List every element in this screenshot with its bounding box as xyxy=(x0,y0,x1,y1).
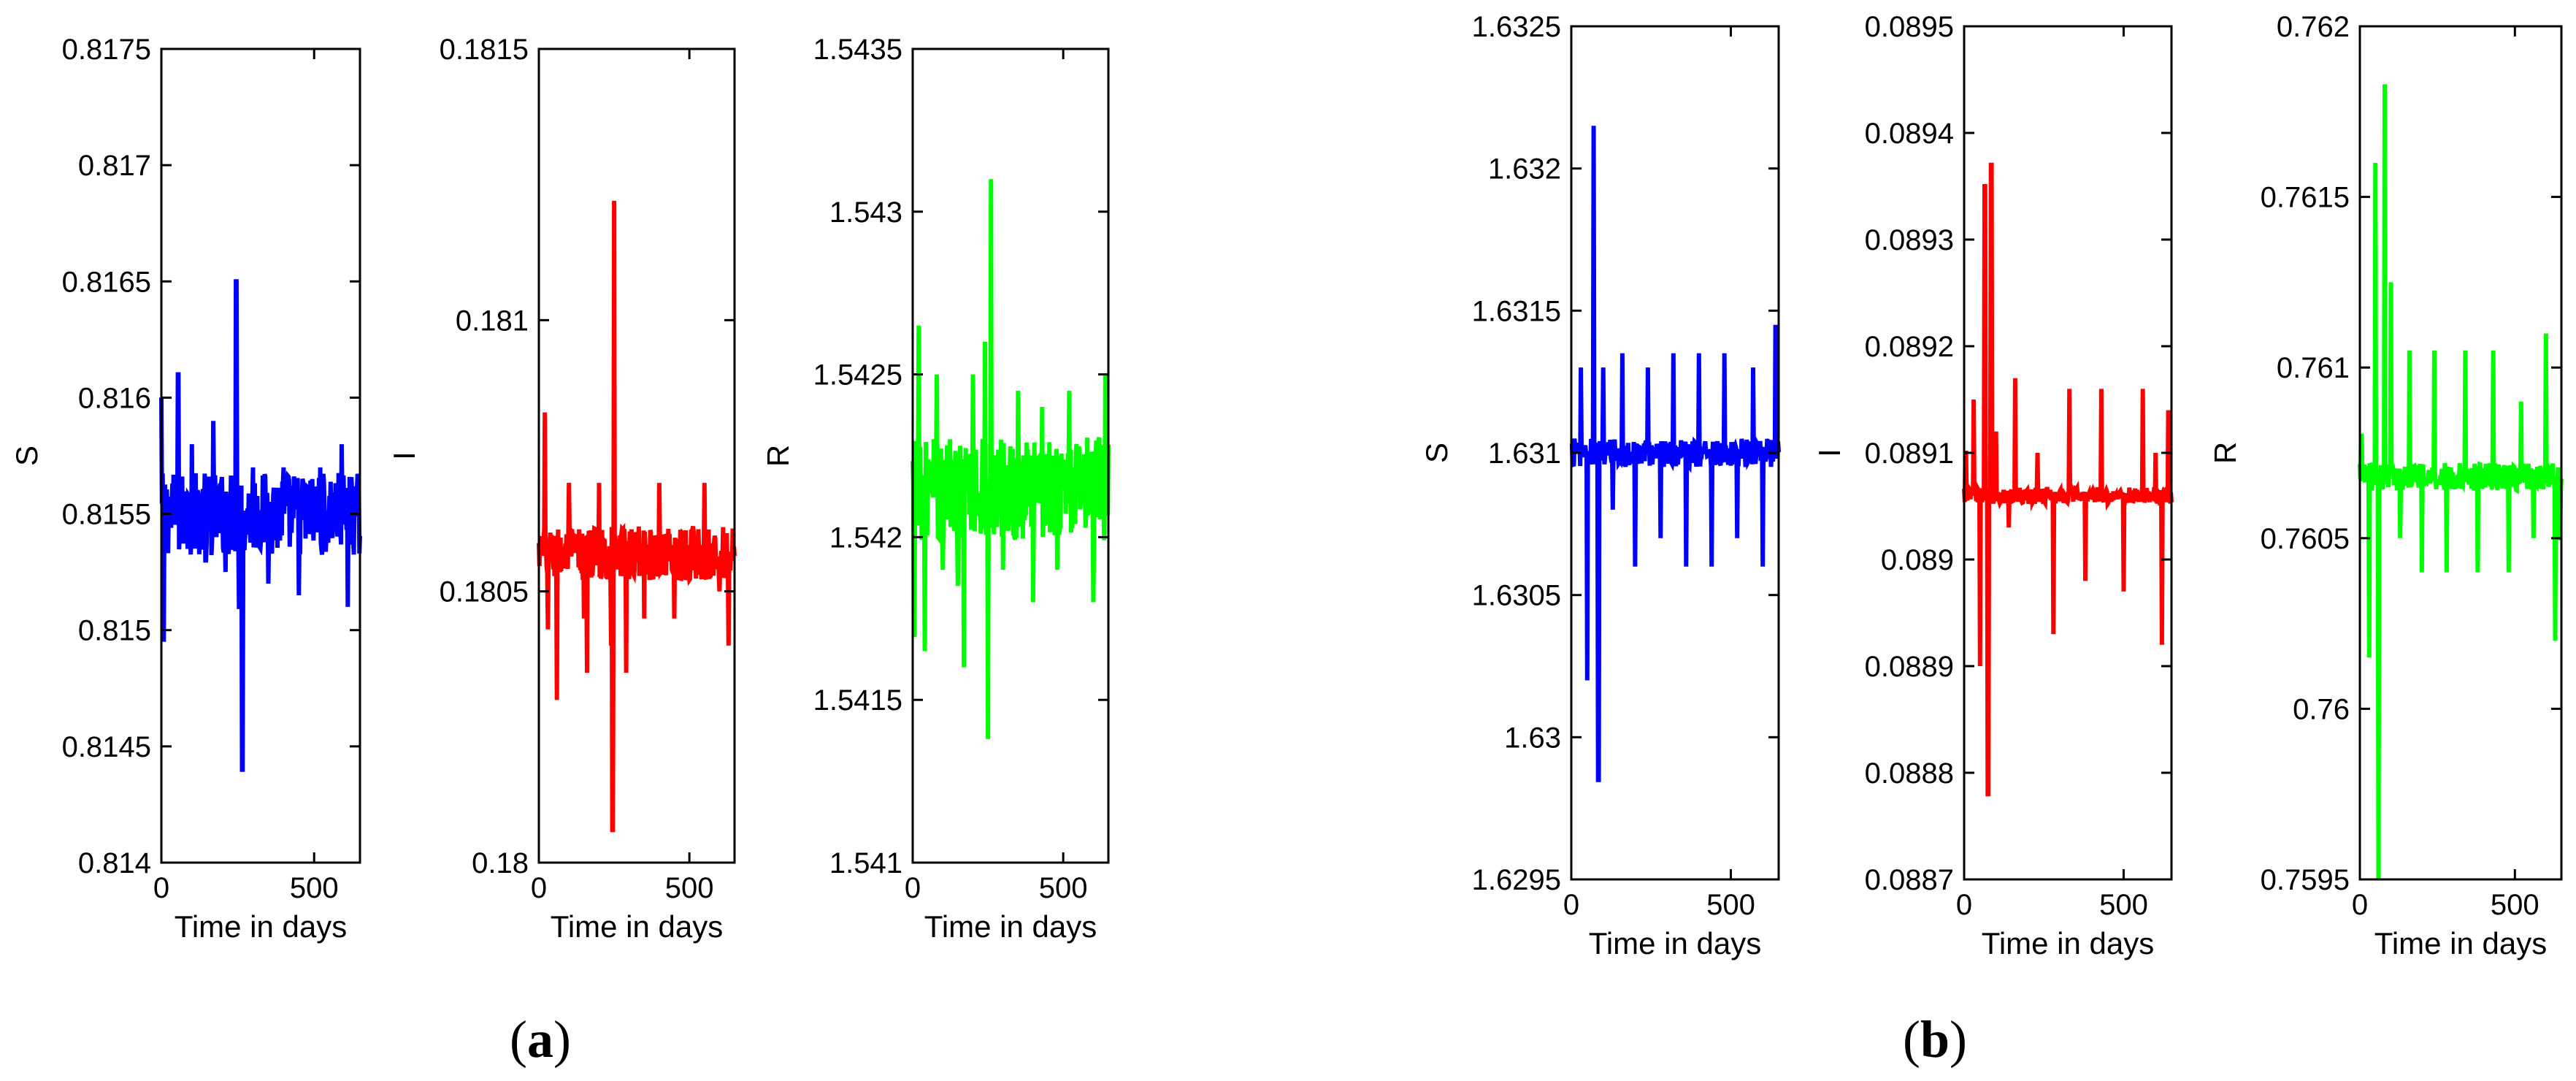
panel-a-letter: a xyxy=(527,1010,553,1069)
y-tick-label: 0.0891 xyxy=(1865,438,1954,470)
y-axis-label: R xyxy=(2208,442,2242,464)
y-tick-label: 1.631 xyxy=(1488,438,1561,470)
x-tick-label: 500 xyxy=(290,872,339,904)
x-axis-label: Time in days xyxy=(2374,926,2548,960)
y-axis-label: I xyxy=(387,451,421,460)
y-tick-label: 1.6325 xyxy=(1472,11,1561,43)
y-tick-label: 1.63 xyxy=(1504,722,1561,754)
y-tick-label: 0.8165 xyxy=(62,266,151,298)
series-line-b-R xyxy=(2358,84,2564,880)
series-line-a-S xyxy=(159,279,362,772)
y-tick-label: 1.5435 xyxy=(813,34,902,66)
y-tick-label: 0.816 xyxy=(78,382,151,414)
y-tick-label: 0.0889 xyxy=(1865,651,1954,683)
y-axis-label: S xyxy=(9,446,44,466)
y-tick-label: 1.6305 xyxy=(1472,580,1561,612)
series-line-a-I xyxy=(537,200,737,833)
x-axis-label: Time in days xyxy=(924,909,1097,944)
x-axis-label: Time in days xyxy=(175,909,348,944)
y-tick-label: 1.5415 xyxy=(813,684,902,717)
x-tick-label: 500 xyxy=(2491,889,2539,921)
subplot-b-I: 0.0887 0.0888 0.0889 0.089 0.0891 0.0892 0.089… xyxy=(1812,11,2174,960)
axes-frame xyxy=(160,47,361,864)
series-line-a-R xyxy=(911,179,1111,739)
panel-a-label: (a) xyxy=(510,1010,571,1069)
y-tick-label: 0.76 xyxy=(2293,693,2350,725)
y-tick-label: 0.815 xyxy=(78,615,151,647)
panel-b-label: (b) xyxy=(1903,1010,1967,1069)
subplot-a-R: 1.541 1.5415 1.542 1.5425 1.543 1.5435 0 500 Tim… xyxy=(761,34,1111,944)
y-tick-label: 1.6315 xyxy=(1472,295,1561,327)
x-tick-label: 0 xyxy=(153,872,169,904)
subplot-b-S: 1.6295 1.63 1.6305 1.631 1.6315 1.632 1.6325 0 5… xyxy=(1419,11,1781,960)
y-tick-label: 0.761 xyxy=(2277,352,2350,384)
y-tick-label: 1.6295 xyxy=(1472,864,1561,896)
y-tick-label: 0.18 xyxy=(472,847,529,879)
y-tick-label: 0.0888 xyxy=(1865,757,1954,790)
x-tick-label: 500 xyxy=(1706,889,1755,921)
y-tick-label: 1.541 xyxy=(829,847,902,879)
x-axis-label: Time in days xyxy=(1589,926,1762,960)
y-tick-label: 0.0893 xyxy=(1865,224,1954,256)
y-tick-label: 0.089 xyxy=(1881,544,1954,576)
y-tick-label: 0.0894 xyxy=(1865,118,1954,150)
y-axis-label: I xyxy=(1812,448,1847,457)
x-axis-label: Time in days xyxy=(1982,926,2155,960)
axes-frame xyxy=(911,47,1110,864)
series-line-b-S xyxy=(1569,126,1781,782)
y-tick-label: 0.181 xyxy=(456,305,529,337)
y-tick-label: 1.632 xyxy=(1488,153,1561,186)
y-tick-label: 1.5425 xyxy=(813,359,902,391)
subplot-a-S: 0.814 0.8145 0.815 0.8155 0.816 0.8165 0.817 0.… xyxy=(9,34,362,944)
series-line-b-I xyxy=(1962,162,2174,797)
y-tick-label: 1.543 xyxy=(829,196,902,229)
y-tick-label: 0.8175 xyxy=(62,34,151,66)
y-tick-label: 1.542 xyxy=(829,522,902,554)
y-axis-label: R xyxy=(761,445,795,467)
x-tick-label: 0 xyxy=(905,872,921,904)
panel-b-letter: b xyxy=(1920,1010,1950,1069)
plots-layer: 0.814 0.8145 0.815 0.8155 0.816 0.8165 0.817 0.… xyxy=(9,11,2564,960)
subplot-a-I: 0.18 0.1805 0.181 0.1815 0 500 Time in days I xyxy=(387,34,737,944)
x-tick-label: 500 xyxy=(665,872,714,904)
x-tick-label: 0 xyxy=(531,872,547,904)
y-axis-label: S xyxy=(1419,443,1454,463)
y-tick-label: 0.7605 xyxy=(2261,523,2350,555)
y-tick-label: 0.8155 xyxy=(62,499,151,531)
x-tick-label: 0 xyxy=(1563,889,1579,921)
y-tick-label: 0.1805 xyxy=(440,576,529,608)
y-tick-label: 0.0892 xyxy=(1865,331,1954,363)
y-tick-label: 0.0895 xyxy=(1865,11,1954,43)
y-tick-label: 0.1815 xyxy=(440,34,529,66)
y-tick-label: 0.814 xyxy=(78,847,151,879)
x-tick-label: 0 xyxy=(1956,889,1972,921)
y-tick-label: 0.7595 xyxy=(2261,864,2350,896)
x-tick-label: 500 xyxy=(1039,872,1088,904)
subplot-b-R: 0.7595 0.76 0.7605 0.761 0.7615 0.762 0 500 Time… xyxy=(2208,11,2564,960)
y-tick-label: 0.8145 xyxy=(62,731,151,763)
x-tick-label: 500 xyxy=(2099,889,2148,921)
y-tick-label: 0.817 xyxy=(78,150,151,182)
y-tick-label: 0.762 xyxy=(2277,11,2350,43)
axes-frame xyxy=(2358,25,2563,881)
x-tick-label: 0 xyxy=(2352,889,2368,921)
y-tick-label: 0.7615 xyxy=(2261,182,2350,214)
y-tick-label: 0.0887 xyxy=(1865,864,1954,896)
axes-frame xyxy=(537,47,736,864)
x-axis-label: Time in days xyxy=(551,909,724,944)
